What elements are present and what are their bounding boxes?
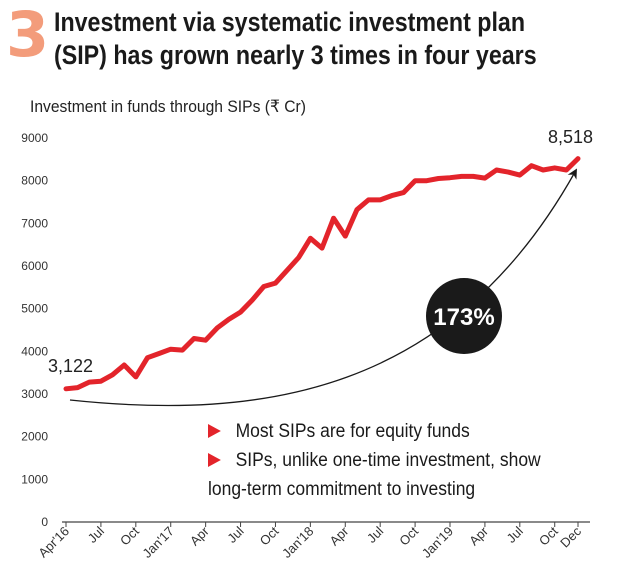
data-point: [553, 166, 557, 170]
x-tick-label: Apr: [326, 523, 351, 548]
data-point: [541, 168, 545, 172]
chart-title-line2: (SIP) has grown nearly 3 times in four y…: [54, 40, 537, 70]
growth-badge: [426, 278, 502, 354]
y-tick-label: 9000: [21, 131, 48, 145]
x-tick-label: Oct: [257, 523, 282, 548]
data-point: [483, 176, 487, 180]
y-tick-label: 5000: [21, 302, 48, 316]
note-item-continued: long-term commitment to investing: [208, 478, 594, 501]
growth-badge-label: 173%: [433, 304, 494, 331]
data-point: [227, 317, 231, 321]
chart-title: Investment via systematic investment pla…: [54, 6, 551, 72]
x-tick-label: Dec: [557, 523, 584, 550]
x-tick-label: Jan'19: [419, 524, 456, 561]
x-tick-label: Oct: [396, 523, 421, 548]
data-point: [576, 157, 580, 161]
x-tick-label: Jul: [85, 523, 107, 545]
x-tick-label: Jul: [504, 523, 526, 545]
data-point: [564, 168, 568, 172]
y-tick-label: 3000: [21, 387, 48, 401]
data-points: [64, 157, 580, 391]
data-point: [111, 373, 114, 377]
bullet-arrow-icon: [208, 453, 221, 467]
y-axis: 0 1000 2000 3000 4000 5000 6000 7000 8000 9000: [21, 131, 48, 529]
data-point: [495, 168, 498, 172]
data-point: [134, 375, 138, 379]
data-point: [390, 194, 394, 198]
data-point: [157, 352, 161, 355]
note-item: SIPs, unlike one-time investment, show: [208, 449, 594, 472]
x-tick-label: Jan'17: [139, 524, 176, 561]
y-tick-label: 6000: [21, 259, 48, 273]
data-point: [332, 216, 336, 220]
bullet-arrow-icon: [208, 424, 221, 438]
x-tick-label: Jul: [224, 523, 246, 545]
y-axis-label: Investment in funds through SIPs (₹ Cr): [30, 97, 306, 116]
end-value-label: 8,518: [548, 127, 593, 147]
data-point: [436, 177, 440, 180]
data-point: [274, 281, 277, 285]
x-tick-label: Apr: [466, 523, 491, 548]
data-point: [215, 326, 219, 330]
data-point: [76, 386, 80, 390]
data-point: [146, 356, 149, 360]
data-point: [180, 348, 184, 352]
data-point: [262, 285, 266, 288]
data-point: [285, 268, 289, 272]
notes: Most SIPs are for equity funds SIPs, unl…: [208, 420, 628, 507]
data-point: [169, 347, 173, 351]
data-point: [297, 256, 301, 259]
data-point: [425, 179, 429, 183]
growth-arrow: [69, 168, 577, 407]
section-number: 3: [6, 0, 50, 71]
data-point: [378, 198, 382, 202]
data-point: [413, 179, 417, 183]
data-point: [308, 236, 312, 240]
x-tick-label: Jan'18: [279, 524, 316, 561]
y-tick-label: 1000: [21, 472, 48, 486]
note-text: long-term commitment to investing: [208, 479, 476, 500]
x-tick-label: Oct: [117, 523, 142, 548]
y-tick-label: 7000: [21, 216, 48, 230]
data-point: [320, 246, 324, 250]
data-point: [460, 174, 464, 178]
data-point: [239, 310, 242, 314]
y-tick-label: 8000: [21, 174, 48, 188]
note-item: Most SIPs are for equity funds: [208, 420, 594, 443]
data-point: [87, 380, 91, 384]
data-point: [192, 337, 196, 340]
data-point: [530, 164, 533, 168]
data-point: [471, 174, 475, 178]
x-tick-label: Oct: [536, 523, 561, 548]
x-tick-label: Jul: [364, 523, 386, 545]
x-tick-label: Apr'16: [35, 524, 72, 561]
data-point: [99, 379, 103, 383]
data-point: [64, 387, 68, 391]
data-point: [355, 208, 359, 212]
data-point: [367, 198, 370, 202]
note-text: SIPs, unlike one-time investment, show: [235, 450, 541, 471]
y-tick-label: 4000: [21, 344, 48, 358]
y-tick-label: 2000: [21, 430, 48, 444]
start-value-label: 3,122: [48, 356, 93, 376]
data-point: [343, 234, 347, 238]
data-point: [402, 191, 405, 195]
data-point: [122, 363, 126, 367]
note-text: Most SIPs are for equity funds: [235, 421, 470, 442]
data-point: [518, 173, 522, 177]
data-point: [250, 298, 254, 302]
data-point: [506, 170, 510, 174]
x-tick-label: Apr: [187, 523, 212, 548]
chart-title-line1: Investment via systematic investment pla…: [54, 7, 526, 37]
y-tick-label: 0: [41, 515, 48, 529]
data-point: [204, 338, 208, 342]
data-point: [448, 176, 452, 180]
